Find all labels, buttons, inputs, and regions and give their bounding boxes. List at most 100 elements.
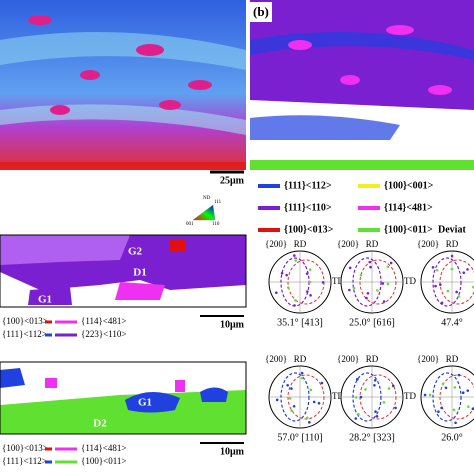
pf-point <box>359 273 363 277</box>
pf-point <box>428 393 432 397</box>
pf-point <box>471 407 474 411</box>
pf-point <box>452 408 456 412</box>
legend-label: {111}<110> <box>284 202 332 213</box>
pf-point <box>354 417 358 420</box>
pf-rd: RD <box>446 239 459 249</box>
pf-caption: 57.0° [110] <box>277 432 322 443</box>
pf-point <box>457 295 461 298</box>
pf-point <box>357 413 360 416</box>
pf-point <box>440 406 443 410</box>
grain-label: D1 <box>133 267 146 279</box>
pf-rd: RD <box>294 239 307 249</box>
legend-label: {100}<013> <box>284 224 334 235</box>
pf-point <box>462 271 466 275</box>
pf-point <box>321 281 325 284</box>
pf-point <box>373 383 376 387</box>
pf-point <box>290 409 293 412</box>
pf-point <box>292 405 296 408</box>
pf-rd: RD <box>446 354 459 364</box>
pf-trace <box>432 372 462 422</box>
pf-point <box>434 284 437 288</box>
pf-point <box>300 371 304 375</box>
grain-label: G1 <box>38 294 52 306</box>
pf-point <box>348 266 352 270</box>
pf-point <box>308 280 312 284</box>
legend-label: {100}<013> <box>2 316 48 326</box>
pf-point <box>386 282 390 286</box>
pf-point <box>391 384 395 388</box>
pf-point <box>305 272 309 275</box>
pf-rd: RD <box>366 239 379 249</box>
pf-point <box>437 410 440 413</box>
pf-point <box>381 282 385 285</box>
legend-label: {100}<001> <box>384 180 434 191</box>
ipf-corner: 001 <box>186 222 194 227</box>
pf-point <box>376 289 379 292</box>
pf-td: TD <box>332 276 344 286</box>
legend-label: {114}<481> <box>81 443 126 453</box>
pf-point <box>455 290 458 294</box>
pf-point <box>305 416 309 420</box>
pf-point <box>359 395 363 399</box>
pf-point <box>348 288 351 292</box>
pf-trace <box>352 372 382 422</box>
pf-point <box>308 268 312 271</box>
pf-point <box>450 267 454 271</box>
pf-point <box>466 389 470 392</box>
pf-point <box>389 261 393 265</box>
pf-point <box>286 286 290 289</box>
ipf-title: ND <box>203 196 211 201</box>
pf-plane: {200} <box>337 239 359 249</box>
pf-point <box>461 391 465 395</box>
pf-trace <box>439 374 474 420</box>
pf-rd: RD <box>366 354 379 364</box>
pf-caption: 35.1° [413] <box>277 317 323 328</box>
panel-label: (b) <box>253 4 269 19</box>
pf-point <box>317 401 321 405</box>
pf-caption: 47.4° <box>441 317 463 328</box>
pf-point <box>435 268 439 272</box>
pf-point <box>290 387 293 390</box>
legend-label: {114}<481> <box>81 316 126 326</box>
pf-point <box>369 265 372 269</box>
pf-trace <box>280 372 310 422</box>
pf-point <box>308 421 311 424</box>
pf-trace <box>432 257 462 307</box>
pf-point <box>312 400 316 404</box>
pf-point <box>374 410 377 413</box>
pf-plane: {200} <box>337 354 359 364</box>
grain-label: G2 <box>128 246 143 258</box>
pf-plane: {200} <box>265 239 287 249</box>
pf-point <box>439 283 442 286</box>
pf-point <box>373 378 377 382</box>
legend-label: {223}<110> <box>81 329 126 339</box>
ebsd-map-d2 <box>0 361 247 435</box>
pf-point <box>386 265 390 269</box>
pf-point <box>294 259 298 262</box>
pf-point <box>467 405 470 408</box>
pf-point <box>466 268 469 271</box>
pf-point <box>285 273 288 277</box>
legend-label: {100}<011> <box>384 224 433 235</box>
legend-label: {111}<112> <box>284 180 332 191</box>
legend-label: {111}<112> <box>2 456 47 466</box>
scale-label: 10μm <box>220 446 245 457</box>
pf-caption: 25.0° [616] <box>349 317 395 328</box>
pf-trace <box>439 259 474 305</box>
legend-label: {100}<011> <box>81 456 126 466</box>
pf-point <box>286 384 289 387</box>
pf-point <box>382 400 386 404</box>
pf-point <box>293 304 296 307</box>
pf-td: TD <box>332 391 344 401</box>
legend-label: Deviat <box>438 224 466 235</box>
pf-point <box>444 386 448 390</box>
pf-point <box>446 289 450 293</box>
pf-point <box>288 397 292 400</box>
pf-trace <box>287 374 325 420</box>
scale-label: 10μm <box>220 319 245 330</box>
ipf-corner: 111 <box>214 200 222 205</box>
pf-point <box>431 266 435 269</box>
pf-point <box>275 291 278 295</box>
pf-point <box>375 415 379 418</box>
